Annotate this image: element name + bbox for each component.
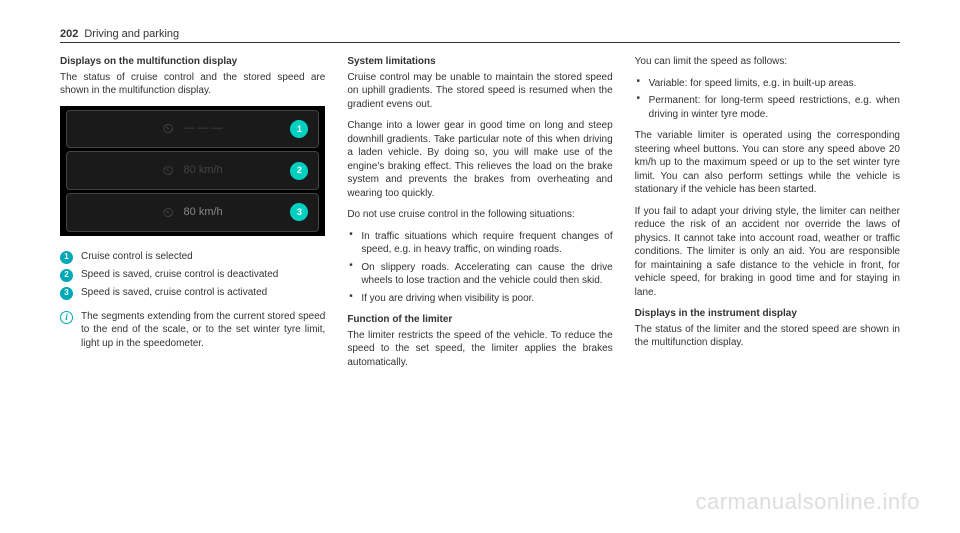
legend-1: 1 Cruise control is selected — [60, 250, 325, 264]
legend-badge-1: 1 — [60, 251, 73, 264]
info-text: The segments extending from the current … — [81, 310, 325, 351]
multifunction-display-figure: ⏲ — — — 1 ⏲ 80 km/h 2 ⏲ 80 km/h 3 — [60, 106, 325, 236]
legend-badge-2: 2 — [60, 269, 73, 282]
legend-text-2: Speed is saved, cruise control is deacti… — [81, 268, 278, 282]
watermark: carmanualsonline.info — [695, 489, 920, 515]
para-limiter: The limiter restricts the speed of the v… — [347, 329, 612, 370]
para-c3-4: The status of the limiter and the stored… — [635, 323, 900, 350]
legend-3: 3 Speed is saved, cruise control is acti… — [60, 286, 325, 300]
para-lim-1: Cruise control may be unable to maintain… — [347, 71, 612, 112]
column-1: Displays on the multifunction display Th… — [60, 55, 325, 377]
heading-limitations: System limitations — [347, 55, 612, 69]
list-item: In traffic situations which require freq… — [347, 230, 612, 257]
legend-text-3: Speed is saved, cruise control is activa… — [81, 286, 267, 300]
display-row-1: ⏲ — — — 1 — [66, 110, 319, 149]
para-c3-2: The variable limiter is operated using t… — [635, 129, 900, 197]
legend-text-1: Cruise control is selected — [81, 250, 193, 264]
heading-instrument: Displays in the instrument display — [635, 307, 900, 321]
list-item: On slippery roads. Accelerating can caus… — [347, 261, 612, 288]
para-c3-3: If you fail to adapt your driving style,… — [635, 205, 900, 300]
callout-3: 3 — [290, 203, 308, 221]
speed-dim: 80 km/h — [184, 163, 223, 178]
list-item: If you are driving when visibility is po… — [347, 292, 612, 306]
speed-active: 80 km/h — [184, 205, 223, 220]
info-note: i The segments extending from the curren… — [60, 310, 325, 351]
dashes: — — — — [184, 121, 223, 136]
column-2: System limitations Cruise control may be… — [347, 55, 612, 377]
content-columns: Displays on the multifunction display Th… — [60, 55, 900, 377]
cruise-icon: ⏲ — [163, 119, 174, 138]
limit-options-list: Variable: for speed limits, e.g. in buil… — [635, 77, 900, 122]
cruise-icon: ⏲ — [163, 203, 174, 222]
column-3: You can limit the speed as follows: Vari… — [635, 55, 900, 377]
page-header: 202 Driving and parking — [60, 28, 900, 43]
situations-list: In traffic situations which require freq… — [347, 230, 612, 306]
section-title: Driving and parking — [84, 28, 179, 40]
heading-displays: Displays on the multifunction display — [60, 55, 325, 69]
callout-2: 2 — [290, 162, 308, 180]
callout-1: 1 — [290, 120, 308, 138]
display-row-3: ⏲ 80 km/h 3 — [66, 193, 319, 232]
display-row-2: ⏲ 80 km/h 2 — [66, 151, 319, 190]
legend-badge-3: 3 — [60, 287, 73, 300]
para-lim-3: Do not use cruise control in the followi… — [347, 208, 612, 222]
list-item: Permanent: for long-term speed restricti… — [635, 94, 900, 121]
list-item: Variable: for speed limits, e.g. in buil… — [635, 77, 900, 91]
para-intro: The status of cruise control and the sto… — [60, 71, 325, 98]
legend-2: 2 Speed is saved, cruise control is deac… — [60, 268, 325, 282]
info-icon: i — [60, 311, 73, 324]
page-number: 202 — [60, 28, 78, 40]
cruise-icon: ⏲ — [163, 161, 174, 180]
para-c3-1: You can limit the speed as follows: — [635, 55, 900, 69]
para-lim-2: Change into a lower gear in good time on… — [347, 119, 612, 200]
heading-limiter: Function of the limiter — [347, 313, 612, 327]
